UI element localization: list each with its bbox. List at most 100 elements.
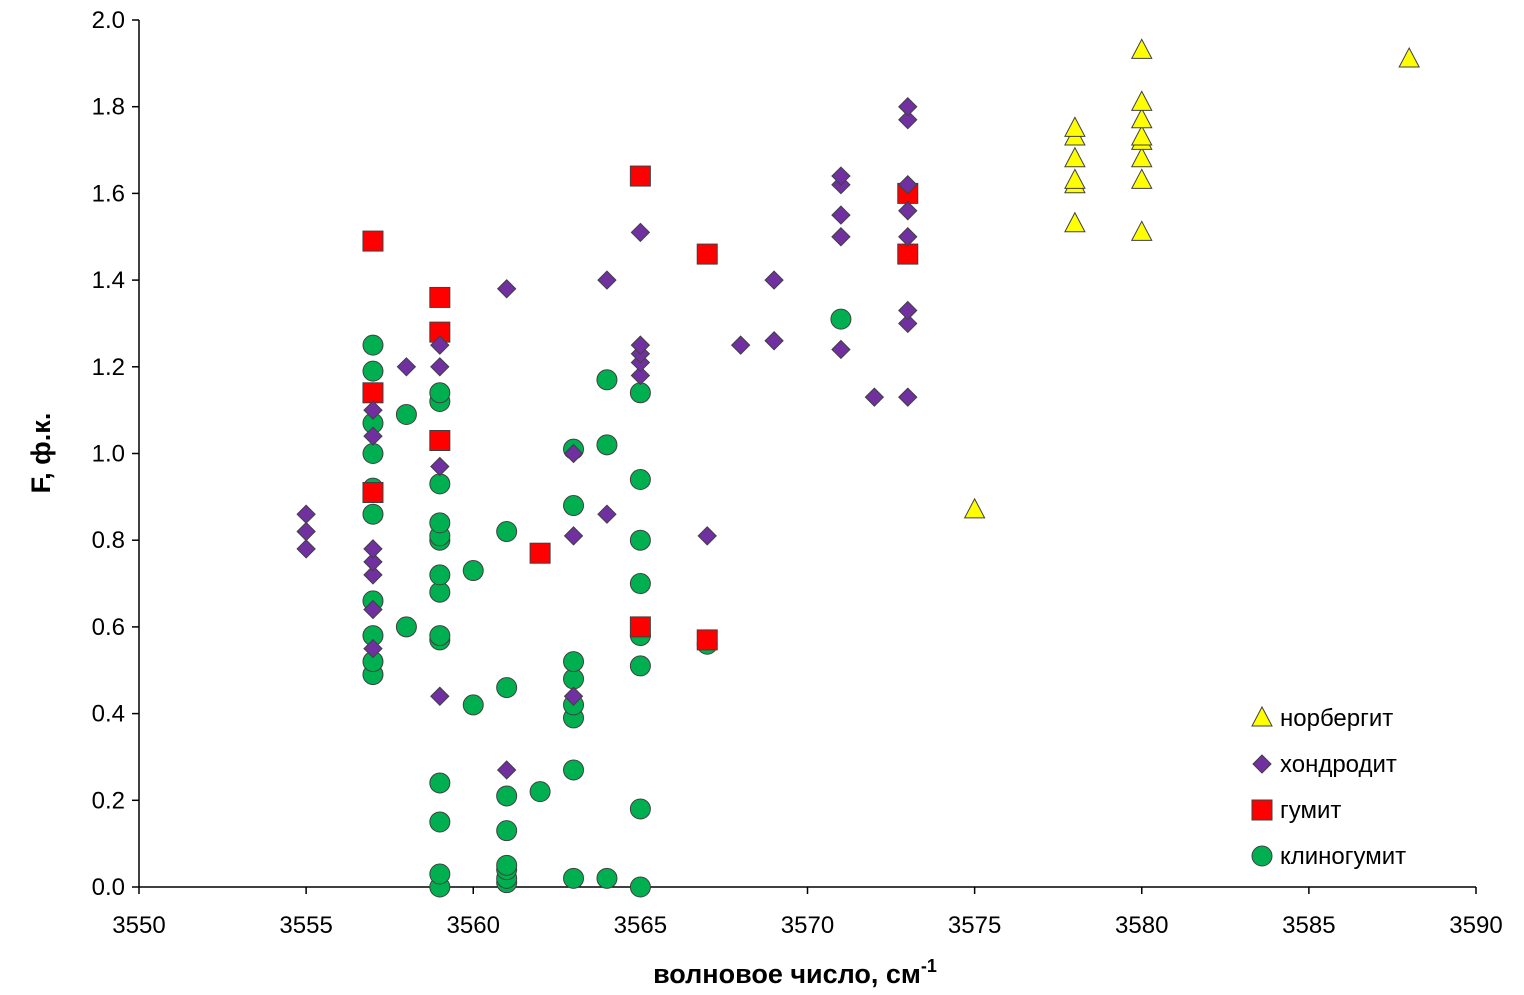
data-point-square <box>429 429 451 451</box>
data-point-triangle <box>1130 107 1153 129</box>
data-point-triangle <box>1064 116 1086 137</box>
x-tick-label: 3560 <box>447 912 500 939</box>
data-point-diamond <box>563 686 584 706</box>
data-point-triangle <box>1130 146 1153 168</box>
legend-label: хондродит <box>1280 751 1397 778</box>
data-point-circle <box>596 867 618 889</box>
legend-label: гумит <box>1280 797 1341 824</box>
data-point-diamond <box>898 201 918 221</box>
data-point-circle <box>362 334 384 356</box>
legend-marker-circle <box>1251 845 1273 867</box>
data-point-circle <box>395 403 417 425</box>
data-point-diamond <box>630 335 651 355</box>
x-tick-label: 3590 <box>1449 912 1502 939</box>
data-points <box>296 38 1420 898</box>
data-point-diamond <box>296 504 316 524</box>
data-point-diamond <box>363 539 383 559</box>
series-triangle <box>963 38 1420 519</box>
data-point-circle <box>629 382 651 404</box>
data-point-circle <box>629 573 651 595</box>
data-point-diamond <box>597 504 617 524</box>
data-point-circle <box>563 495 585 517</box>
x-tick-label: 3580 <box>1115 912 1168 939</box>
data-point-diamond <box>430 335 450 355</box>
data-point-diamond <box>563 526 584 546</box>
data-point-diamond <box>831 205 851 225</box>
y-tick-label: 2.0 <box>92 7 125 34</box>
data-point-circle <box>462 560 484 582</box>
data-point-diamond <box>898 175 918 195</box>
data-point-diamond <box>831 339 851 360</box>
y-tick-label: 0.8 <box>92 527 125 554</box>
data-point-diamond <box>898 96 918 117</box>
data-point-diamond <box>363 565 383 585</box>
axes: 0.0 0.2 0.4 0.6 0.8 1.0 1.2 1.4 1.6 1.8 2.0 3550 355… <box>92 7 1503 939</box>
y-axis-title: F, ф.к. <box>26 413 56 494</box>
data-point-square <box>696 243 718 265</box>
data-point-square <box>629 165 651 187</box>
data-point-circle <box>462 694 484 716</box>
x-tick-label: 3570 <box>781 912 834 939</box>
data-point-circle <box>629 469 651 491</box>
data-point-diamond <box>898 387 918 407</box>
data-point-circle <box>563 651 585 673</box>
data-point-circle <box>429 512 451 534</box>
data-point-diamond <box>396 357 417 377</box>
y-tick-label: 1.2 <box>92 354 125 381</box>
data-point-circle <box>496 854 518 876</box>
data-point-circle <box>429 625 451 647</box>
data-point-diamond <box>496 279 517 299</box>
data-point-circle <box>496 677 518 699</box>
y-tick-label: 1.6 <box>92 180 125 207</box>
data-point-circle <box>395 616 417 638</box>
data-point-diamond <box>764 270 784 290</box>
data-point-square <box>897 243 919 265</box>
y-tick-label: 1.8 <box>92 94 125 121</box>
data-point-circle <box>529 781 551 803</box>
data-point-diamond <box>430 686 450 706</box>
legend-label: норбергит <box>1280 705 1393 732</box>
data-point-circle <box>362 360 384 382</box>
data-point-circle <box>429 564 451 586</box>
data-point-triangle <box>1398 46 1420 68</box>
data-point-triangle <box>1064 168 1086 189</box>
data-point-triangle <box>1130 168 1153 189</box>
data-point-circle <box>429 811 451 833</box>
legend-marker-square <box>1251 799 1273 821</box>
y-tick-label: 1.0 <box>92 441 125 468</box>
data-point-circle <box>496 820 518 842</box>
x-axis-title: волновое число, см-1 <box>653 956 937 989</box>
data-point-diamond <box>697 526 717 546</box>
data-point-diamond <box>630 365 651 386</box>
data-point-square <box>362 230 384 252</box>
data-point-triangle <box>963 497 986 519</box>
y-tick-label: 0.6 <box>92 614 125 641</box>
data-point-diamond <box>363 638 383 659</box>
data-point-diamond <box>831 166 851 186</box>
data-point-diamond <box>363 400 383 420</box>
data-point-circle <box>563 867 585 889</box>
series-diamond <box>296 96 918 780</box>
x-tick-label: 3575 <box>948 912 1001 939</box>
data-point-diamond <box>831 227 851 247</box>
x-axis-title-superscript: -1 <box>921 956 937 976</box>
data-point-square <box>362 482 384 504</box>
data-point-diamond <box>898 300 918 321</box>
data-point-diamond <box>363 552 383 572</box>
data-point-diamond <box>430 456 450 477</box>
data-point-diamond <box>898 109 918 130</box>
data-point-triangle <box>1130 90 1153 111</box>
data-point-diamond <box>296 521 316 542</box>
x-tick-label: 3550 <box>112 912 165 939</box>
data-point-circle <box>429 863 451 885</box>
data-point-triangle <box>1064 146 1086 168</box>
y-tick-label: 0.0 <box>92 874 125 901</box>
y-tick-label: 0.4 <box>92 701 125 728</box>
data-point-circle <box>629 876 651 898</box>
data-point-circle <box>429 382 451 404</box>
data-point-triangle <box>1130 124 1153 146</box>
data-point-circle <box>596 434 618 456</box>
data-point-circle <box>429 473 451 495</box>
data-point-circle <box>830 308 852 330</box>
